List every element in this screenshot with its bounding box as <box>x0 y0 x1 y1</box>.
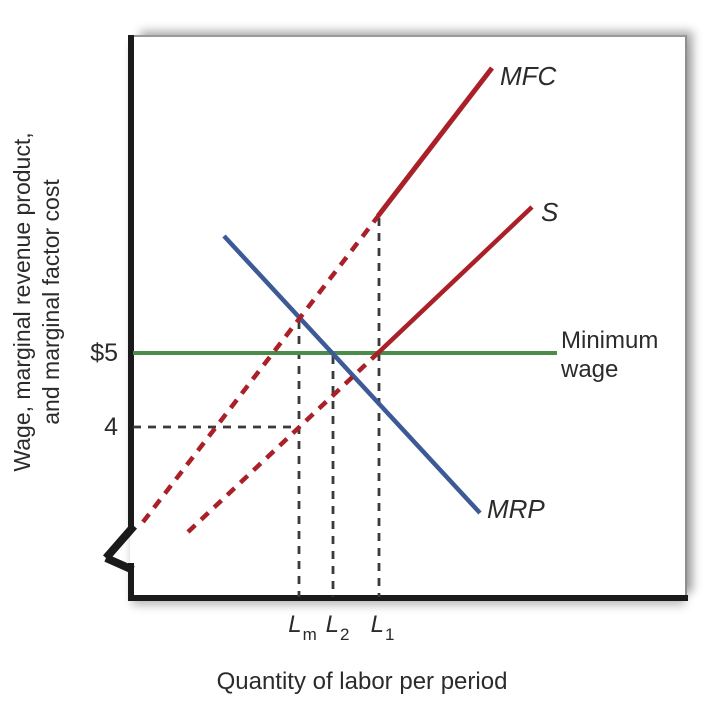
axes <box>102 35 688 601</box>
mrp-line <box>222 234 482 515</box>
minimum-wage-label-line2: wage <box>561 356 619 383</box>
y-axis-title: Wage, marginal revenue product, and marg… <box>8 132 66 471</box>
s-dashed <box>186 350 381 534</box>
mrp-label: MRP <box>487 494 545 524</box>
x-tick-l2: L2 <box>314 611 360 644</box>
y-tick-5-dollar: $5 <box>90 339 118 367</box>
x-tick-lm-sub: m <box>302 624 317 644</box>
chart-lines <box>133 66 557 597</box>
plot-area <box>130 35 687 600</box>
y-tick-4: 4 <box>104 413 118 441</box>
x-tick-lm-base: L <box>288 611 302 638</box>
mfc-solid <box>376 66 494 218</box>
y-axis-break-icon <box>102 523 138 574</box>
x-tick-l2-base: L <box>325 611 339 638</box>
minimum-wage-label: Minimum wage <box>561 326 658 384</box>
s-label: S <box>541 197 559 227</box>
s-solid <box>376 205 534 355</box>
x-tick-l1-base: L <box>370 611 384 638</box>
mfc-label: MFC <box>500 61 557 91</box>
x-tick-l2-sub: 2 <box>339 624 350 644</box>
x-tick-l1-sub: 1 <box>384 624 395 644</box>
y-axis-title-line1: Wage, marginal revenue product, <box>9 132 35 472</box>
minimum-wage-label-line1: Minimum <box>561 327 659 354</box>
x-tick-l1: L1 <box>359 611 405 644</box>
y-axis-title-line2: and marginal factor cost <box>38 179 64 425</box>
x-axis-title: Quantity of labor per period <box>216 668 508 695</box>
x-tick-lm: Lm <box>279 611 325 644</box>
